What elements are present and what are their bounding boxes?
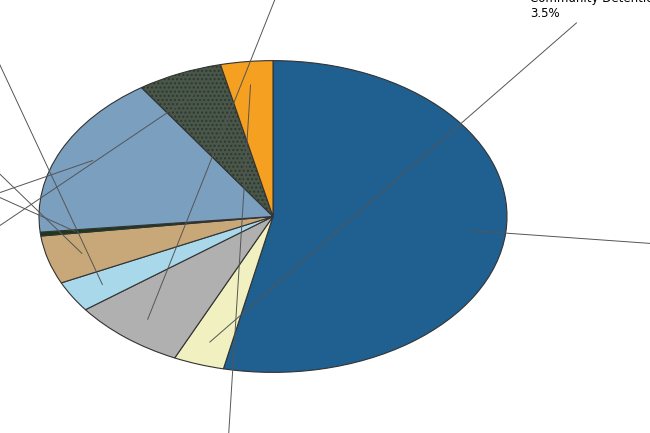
Wedge shape (142, 65, 273, 216)
Wedge shape (39, 87, 273, 232)
Wedge shape (224, 61, 507, 372)
Text: Community Work
53.4%: Community Work 53.4% (471, 231, 650, 262)
Text: Released on Conditions
7.9%: Released on Conditions 7.9% (148, 0, 354, 320)
Wedge shape (175, 216, 273, 369)
Text: Parole
5.0%: Parole 5.0% (0, 62, 82, 253)
Text: Intensive Supervision
5.9%: Intensive Supervision 5.9% (0, 95, 194, 343)
Wedge shape (41, 216, 273, 283)
Text: Supervision
17.1%: Supervision 17.1% (0, 161, 93, 262)
Wedge shape (61, 216, 273, 310)
Wedge shape (220, 61, 273, 216)
Wedge shape (40, 216, 273, 236)
Text: Home Detention
Sentence
3.6%: Home Detention Sentence 3.6% (177, 85, 275, 433)
Text: Community Detention
3.5%: Community Detention 3.5% (210, 0, 650, 342)
Wedge shape (85, 216, 273, 358)
Text: Extended Supervision
0.4%: Extended Supervision 0.4% (0, 143, 75, 232)
Text: Post Detention
Conditions
3.2%: Post Detention Conditions 3.2% (0, 0, 103, 284)
